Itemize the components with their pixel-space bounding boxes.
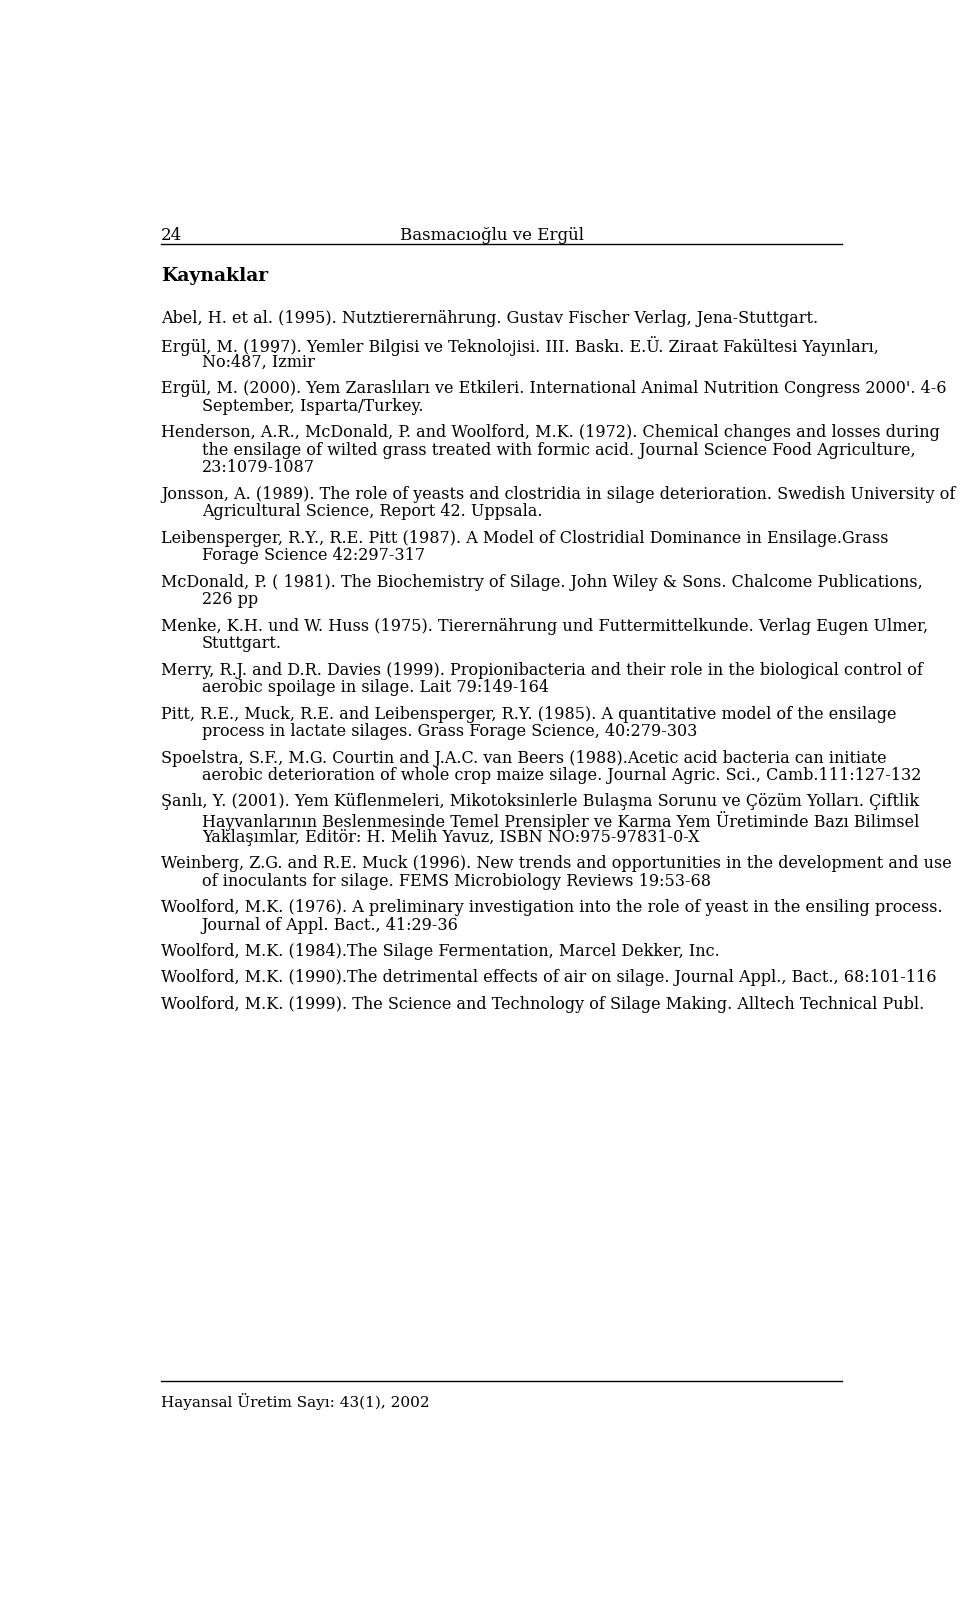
Text: Spoelstra, S.F., M.G. Courtin and J.A.C. van Beers (1988).Acetic acid bacteria c: Spoelstra, S.F., M.G. Courtin and J.A.C.…	[161, 749, 886, 767]
Text: Merry, R.J. and D.R. Davies (1999). Propionibacteria and their role in the biolo: Merry, R.J. and D.R. Davies (1999). Prop…	[161, 661, 923, 678]
Text: No:487, İzmir: No:487, İzmir	[202, 354, 315, 372]
Text: Menke, K.H. und W. Huss (1975). Tierernährung und Futtermittelkunde. Verlag Euge: Menke, K.H. und W. Huss (1975). Tierernä…	[161, 618, 928, 635]
Text: Yaklaşımlar, Editör: H. Melih Yavuz, ISBN NO:975-97831-0-X: Yaklaşımlar, Editör: H. Melih Yavuz, ISB…	[202, 829, 699, 845]
Text: process in lactate silages. Grass Forage Science, 40:279-303: process in lactate silages. Grass Forage…	[202, 723, 697, 739]
Text: September, Isparta/Turkey.: September, Isparta/Turkey.	[202, 398, 423, 415]
Text: Şanlı, Y. (2001). Yem Küflenmeleri, Mikotoksinlerle Bulaşma Sorunu ve Çözüm Yoll: Şanlı, Y. (2001). Yem Küflenmeleri, Miko…	[161, 794, 919, 810]
Text: Hayansal Üretim Sayı: 43(1), 2002: Hayansal Üretim Sayı: 43(1), 2002	[161, 1392, 429, 1410]
Text: Weinberg, Z.G. and R.E. Muck (1996). New trends and opportunities in the develop: Weinberg, Z.G. and R.E. Muck (1996). New…	[161, 855, 951, 873]
Text: 23:1079-1087: 23:1079-1087	[202, 459, 315, 476]
Text: Journal of Appl. Bact., 41:29-36: Journal of Appl. Bact., 41:29-36	[202, 917, 459, 934]
Text: aerobic spoilage in silage. Lait 79:149-164: aerobic spoilage in silage. Lait 79:149-…	[202, 678, 549, 696]
Text: Jonsson, A. (1989). The role of yeasts and clostridia in silage deterioration. S: Jonsson, A. (1989). The role of yeasts a…	[161, 486, 955, 502]
Text: Abel, H. et al. (1995). Nutztierernährung. Gustav Fischer Verlag, Jena-Stuttgart: Abel, H. et al. (1995). Nutztierernährun…	[161, 310, 818, 327]
Text: Agricultural Science, Report 42. Uppsala.: Agricultural Science, Report 42. Uppsala…	[202, 504, 542, 520]
Text: Woolford, M.K. (1976). A preliminary investigation into the role of yeast in the: Woolford, M.K. (1976). A preliminary inv…	[161, 900, 943, 916]
Text: Henderson, A.R., McDonald, P. and Woolford, M.K. (1972). Chemical changes and lo: Henderson, A.R., McDonald, P. and Woolfo…	[161, 423, 940, 441]
Text: Pitt, R.E., Muck, R.E. and Leibensperger, R.Y. (1985). A quantitative model of t: Pitt, R.E., Muck, R.E. and Leibensperger…	[161, 706, 897, 722]
Text: Kaynaklar: Kaynaklar	[161, 266, 268, 284]
Text: Woolford, M.K. (1999). The Science and Technology of Silage Making. Alltech Tech: Woolford, M.K. (1999). The Science and T…	[161, 996, 924, 1012]
Text: Woolford, M.K. (1990).The detrimental effects of air on silage. Journal Appl., B: Woolford, M.K. (1990).The detrimental ef…	[161, 969, 936, 986]
Text: aerobic deterioration of whole crop maize silage. Journal Agric. Sci., Camb.111:: aerobic deterioration of whole crop maiz…	[202, 767, 922, 784]
Text: Ergül, M. (1997). Yemler Bilgisi ve Teknolojisi. III. Baskı. E.Ü. Ziraat Fakülte: Ergül, M. (1997). Yemler Bilgisi ve Tekn…	[161, 337, 878, 356]
Text: Leibensperger, R.Y., R.E. Pitt (1987). A Model of Clostridial Dominance in Ensil: Leibensperger, R.Y., R.E. Pitt (1987). A…	[161, 529, 888, 547]
Text: Basmacıoğlu ve Ergül: Basmacıoğlu ve Ergül	[400, 228, 584, 244]
Text: Ergül, M. (2000). Yem Zaraslıları ve Etkileri. International Animal Nutrition Co: Ergül, M. (2000). Yem Zaraslıları ve Etk…	[161, 380, 947, 398]
Text: of inoculants for silage. FEMS Microbiology Reviews 19:53-68: of inoculants for silage. FEMS Microbiol…	[202, 873, 710, 890]
Text: Hayvanlarının Beslenmesinde Temel Prensipler ve Karma Yem Üretiminde Bazı Bilims: Hayvanlarının Beslenmesinde Temel Prensi…	[202, 812, 920, 831]
Text: 24: 24	[161, 228, 182, 244]
Text: Forage Science 42:297-317: Forage Science 42:297-317	[202, 547, 425, 565]
Text: McDonald, P. ( 1981). The Biochemistry of Silage. John Wiley & Sons. Chalcome Pu: McDonald, P. ( 1981). The Biochemistry o…	[161, 574, 923, 590]
Text: Stuttgart.: Stuttgart.	[202, 635, 282, 653]
Text: 226 pp: 226 pp	[202, 592, 258, 608]
Text: Woolford, M.K. (1984).The Silage Fermentation, Marcel Dekker, Inc.: Woolford, M.K. (1984).The Silage Ferment…	[161, 943, 720, 961]
Text: the ensilage of wilted grass treated with formic acid. Journal Science Food Agri: the ensilage of wilted grass treated wit…	[202, 441, 916, 459]
